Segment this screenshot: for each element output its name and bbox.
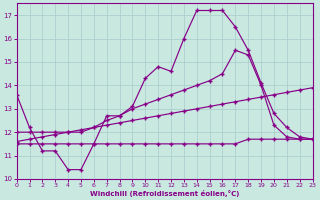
X-axis label: Windchill (Refroidissement éolien,°C): Windchill (Refroidissement éolien,°C) xyxy=(90,190,239,197)
